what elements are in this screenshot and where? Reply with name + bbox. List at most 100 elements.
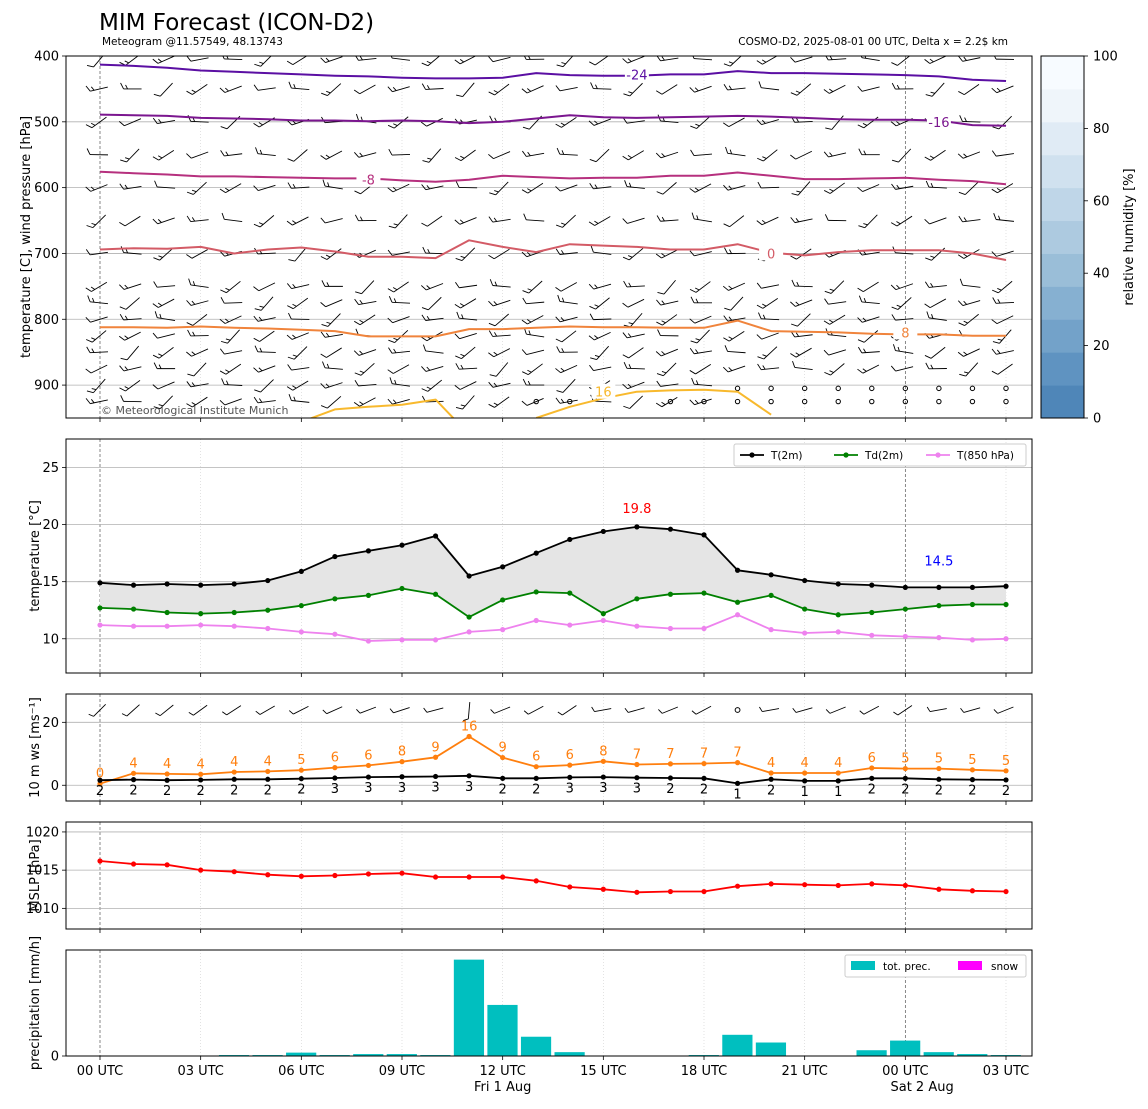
wind-barb-feather: [992, 150, 996, 156]
wind-barb-feather: [657, 381, 661, 387]
wind-barb-feather: [490, 279, 494, 285]
series-point-t2m: [165, 581, 170, 586]
wind-barb: [287, 376, 308, 392]
wind-barb: [187, 310, 207, 328]
wind-barb-shaft: [392, 154, 410, 155]
wind-barb: [220, 310, 242, 324]
mean-wind-label: 3: [566, 781, 574, 796]
series-point-t2m: [97, 580, 102, 585]
wind-barb-feather: [690, 124, 696, 130]
wind-barb-feather: [522, 319, 527, 326]
series-point-t2m: [299, 569, 304, 574]
wind-barb: [992, 178, 1013, 194]
wind-barb-feather: [189, 711, 194, 716]
mean-wind-label: 3: [364, 781, 372, 796]
wind-barb: [87, 295, 109, 303]
precip-bar: [756, 1043, 786, 1056]
wind-barb-feather: [758, 313, 761, 319]
wind-barb: [625, 703, 645, 713]
wind-barb-shaft: [160, 705, 173, 716]
wind-barb-shaft: [762, 55, 778, 64]
x-tick-label: 15 UTC: [580, 1064, 626, 1079]
wind-barb: [287, 293, 308, 310]
wind-barb: [424, 703, 444, 713]
wind-barb: [220, 359, 241, 376]
wind-barb-feather: [925, 58, 930, 65]
wind-barb-feather: [188, 279, 192, 285]
wind-barb-feather: [757, 156, 763, 163]
mean-wind-point: [601, 774, 606, 779]
wind-barb: [992, 80, 1014, 93]
wind-barb: [354, 392, 375, 407]
wind-barb-shaft: [327, 707, 343, 714]
colorbar-segment: [1041, 56, 1084, 89]
wind-barb-shaft: [158, 56, 174, 63]
wind-barb-feather: [488, 351, 493, 358]
wind-barb: [825, 276, 844, 295]
wind-barb-feather: [864, 151, 866, 155]
wind-barb-feather: [993, 213, 997, 219]
wind-barb-feather: [589, 365, 593, 371]
wind-barb: [119, 278, 141, 290]
wind-barb-feather: [556, 249, 560, 255]
gust-label: 6: [331, 751, 339, 766]
wind-barb-feather: [993, 297, 996, 303]
wind-barb: [388, 326, 407, 345]
wind-barb-feather: [926, 181, 929, 187]
wind-barb-feather: [891, 183, 895, 189]
wind-barb: [959, 359, 978, 379]
wind-barb-feather: [491, 709, 495, 714]
wind-barb-shaft: [91, 282, 106, 291]
mslp-point: [131, 861, 136, 866]
wind-barb: [993, 213, 1015, 221]
wind-barb-feather: [931, 183, 933, 187]
series-point-t850: [701, 626, 706, 631]
y-tick-label: 800: [34, 313, 59, 328]
gust-point: [399, 759, 404, 764]
wind-barb-feather: [656, 320, 662, 327]
wind-barb-feather: [690, 369, 696, 376]
wind-barb-feather: [796, 218, 799, 222]
wind-barb-shaft: [830, 707, 846, 713]
wind-barb-feather: [824, 370, 830, 377]
series-point-t2m: [567, 537, 572, 542]
wind-barb-shaft: [796, 348, 812, 357]
wind-barb: [120, 293, 140, 311]
wind-barb-feather: [187, 381, 191, 387]
mean-wind-label: 2: [96, 784, 104, 799]
wind-barb-shaft: [560, 301, 578, 304]
wind-barb-feather: [624, 281, 627, 287]
wind-barb-shaft: [127, 346, 139, 360]
wind-barb-feather: [790, 301, 795, 308]
wind-barb: [759, 704, 779, 712]
wind-barb-shaft: [495, 314, 509, 326]
wind-barb-feather: [555, 367, 560, 374]
wind-barb-shaft: [225, 316, 241, 324]
legend: tot. prec.snow: [845, 955, 1026, 977]
mslp-point: [634, 890, 639, 895]
wind-barb-shaft: [126, 298, 140, 310]
wind-barb-feather: [690, 399, 695, 406]
wind-barb: [757, 145, 777, 163]
wind-barb-feather: [461, 365, 463, 369]
wind-barb: [826, 702, 845, 714]
wind-barb-feather: [826, 709, 830, 714]
wind-barb: [455, 279, 477, 288]
wind-barb-feather: [159, 119, 162, 123]
wind-barb: [355, 359, 375, 378]
wind-barb-feather: [91, 399, 94, 403]
wind-barb: [691, 378, 712, 386]
gust-point: [534, 764, 539, 769]
wind-barb-feather: [925, 218, 930, 225]
wind-barb-shaft: [899, 149, 911, 162]
mean-wind-point: [534, 776, 539, 781]
wind-barb-shaft: [191, 220, 209, 222]
wind-barb-feather: [556, 122, 562, 129]
wind-barb: [757, 293, 778, 310]
wind-barb: [690, 393, 712, 405]
mean-wind-point: [399, 774, 404, 779]
wind-barb-shaft: [362, 281, 374, 294]
wind-barb-feather: [86, 85, 90, 92]
wind-barb-shaft: [325, 368, 343, 370]
